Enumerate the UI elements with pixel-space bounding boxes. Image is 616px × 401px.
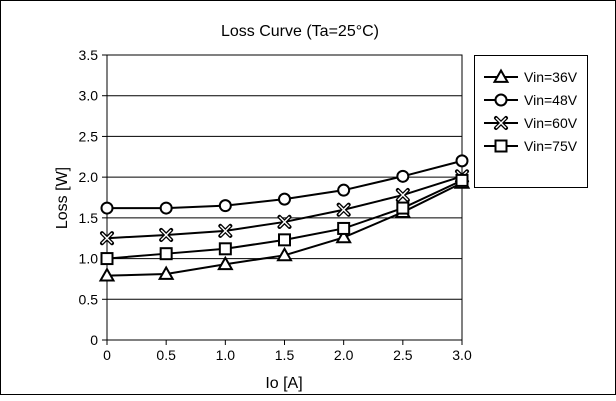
data-point <box>455 173 469 187</box>
x-tick-label: 3.0 <box>452 347 472 363</box>
legend-item: Vin=36V <box>484 68 578 85</box>
data-point <box>276 246 293 262</box>
data-point <box>217 255 234 271</box>
data-point <box>100 201 114 215</box>
x-tick-label: 2.0 <box>334 347 354 363</box>
legend-item: Vin=48V <box>484 92 578 108</box>
legend-item: Vin=60V <box>484 115 578 131</box>
data-point <box>278 233 291 247</box>
x-tick-label: 1.0 <box>216 347 236 363</box>
x-tick-label: 0 <box>103 347 111 363</box>
x-axis-label: Io [A] <box>265 375 302 392</box>
data-point <box>159 227 174 242</box>
data-point <box>335 228 352 244</box>
data-point <box>100 231 114 246</box>
data-point <box>98 267 116 282</box>
data-point <box>218 223 233 238</box>
y-tick-label: 3.5 <box>79 47 99 63</box>
y-tick-label: 0 <box>90 332 98 348</box>
data-point <box>396 201 410 215</box>
y-axis-label: Loss [W] <box>54 167 71 229</box>
data-point <box>395 188 410 203</box>
legend-marker <box>494 93 508 107</box>
legend-label: Vin=75V <box>524 138 578 154</box>
data-point <box>159 201 173 215</box>
series-group <box>98 154 471 282</box>
data-point <box>157 265 175 280</box>
series-vin-48v <box>100 154 469 215</box>
axis-ticks: 0 0.5 1.0 1.5 2.0 2.5 3.0 3.5 0 0.5 1.0 1.5 2.0 2.5 3.… <box>79 47 472 363</box>
legend-label: Vin=60V <box>524 115 578 131</box>
series-vin-75v <box>100 173 469 266</box>
data-point <box>159 247 173 261</box>
y-tick-label: 3.0 <box>79 88 99 104</box>
legend-marker <box>494 139 508 153</box>
x-tick-label: 0.5 <box>156 347 176 363</box>
legend-item: Vin=75V <box>484 138 578 154</box>
legend: Vin=36V Vin=48V Vin=60V Vin=75V <box>484 68 578 154</box>
data-point <box>100 252 114 266</box>
chart-title: Loss Curve (Ta=25°C) <box>221 23 379 40</box>
data-point <box>336 202 351 217</box>
legend-label: Vin=48V <box>524 92 578 108</box>
y-tick-label: 2.0 <box>79 169 99 185</box>
series-vin-60v <box>100 169 469 246</box>
data-point <box>337 221 351 235</box>
data-point <box>218 199 232 213</box>
data-point <box>455 154 469 168</box>
y-tick-label: 1.5 <box>79 210 99 226</box>
data-point <box>218 242 232 256</box>
legend-label: Vin=36V <box>524 69 578 85</box>
data-point <box>277 214 292 229</box>
y-tick-label: 0.5 <box>79 291 99 307</box>
legend-marker <box>492 68 510 83</box>
data-point <box>396 169 410 183</box>
y-tick-label: 1.0 <box>79 251 99 267</box>
x-tick-label: 1.5 <box>275 347 295 363</box>
data-point <box>337 183 351 197</box>
y-tick-label: 2.5 <box>79 128 99 144</box>
legend-marker <box>494 116 508 130</box>
x-tick-label: 2.5 <box>393 347 413 363</box>
data-point <box>278 192 291 206</box>
